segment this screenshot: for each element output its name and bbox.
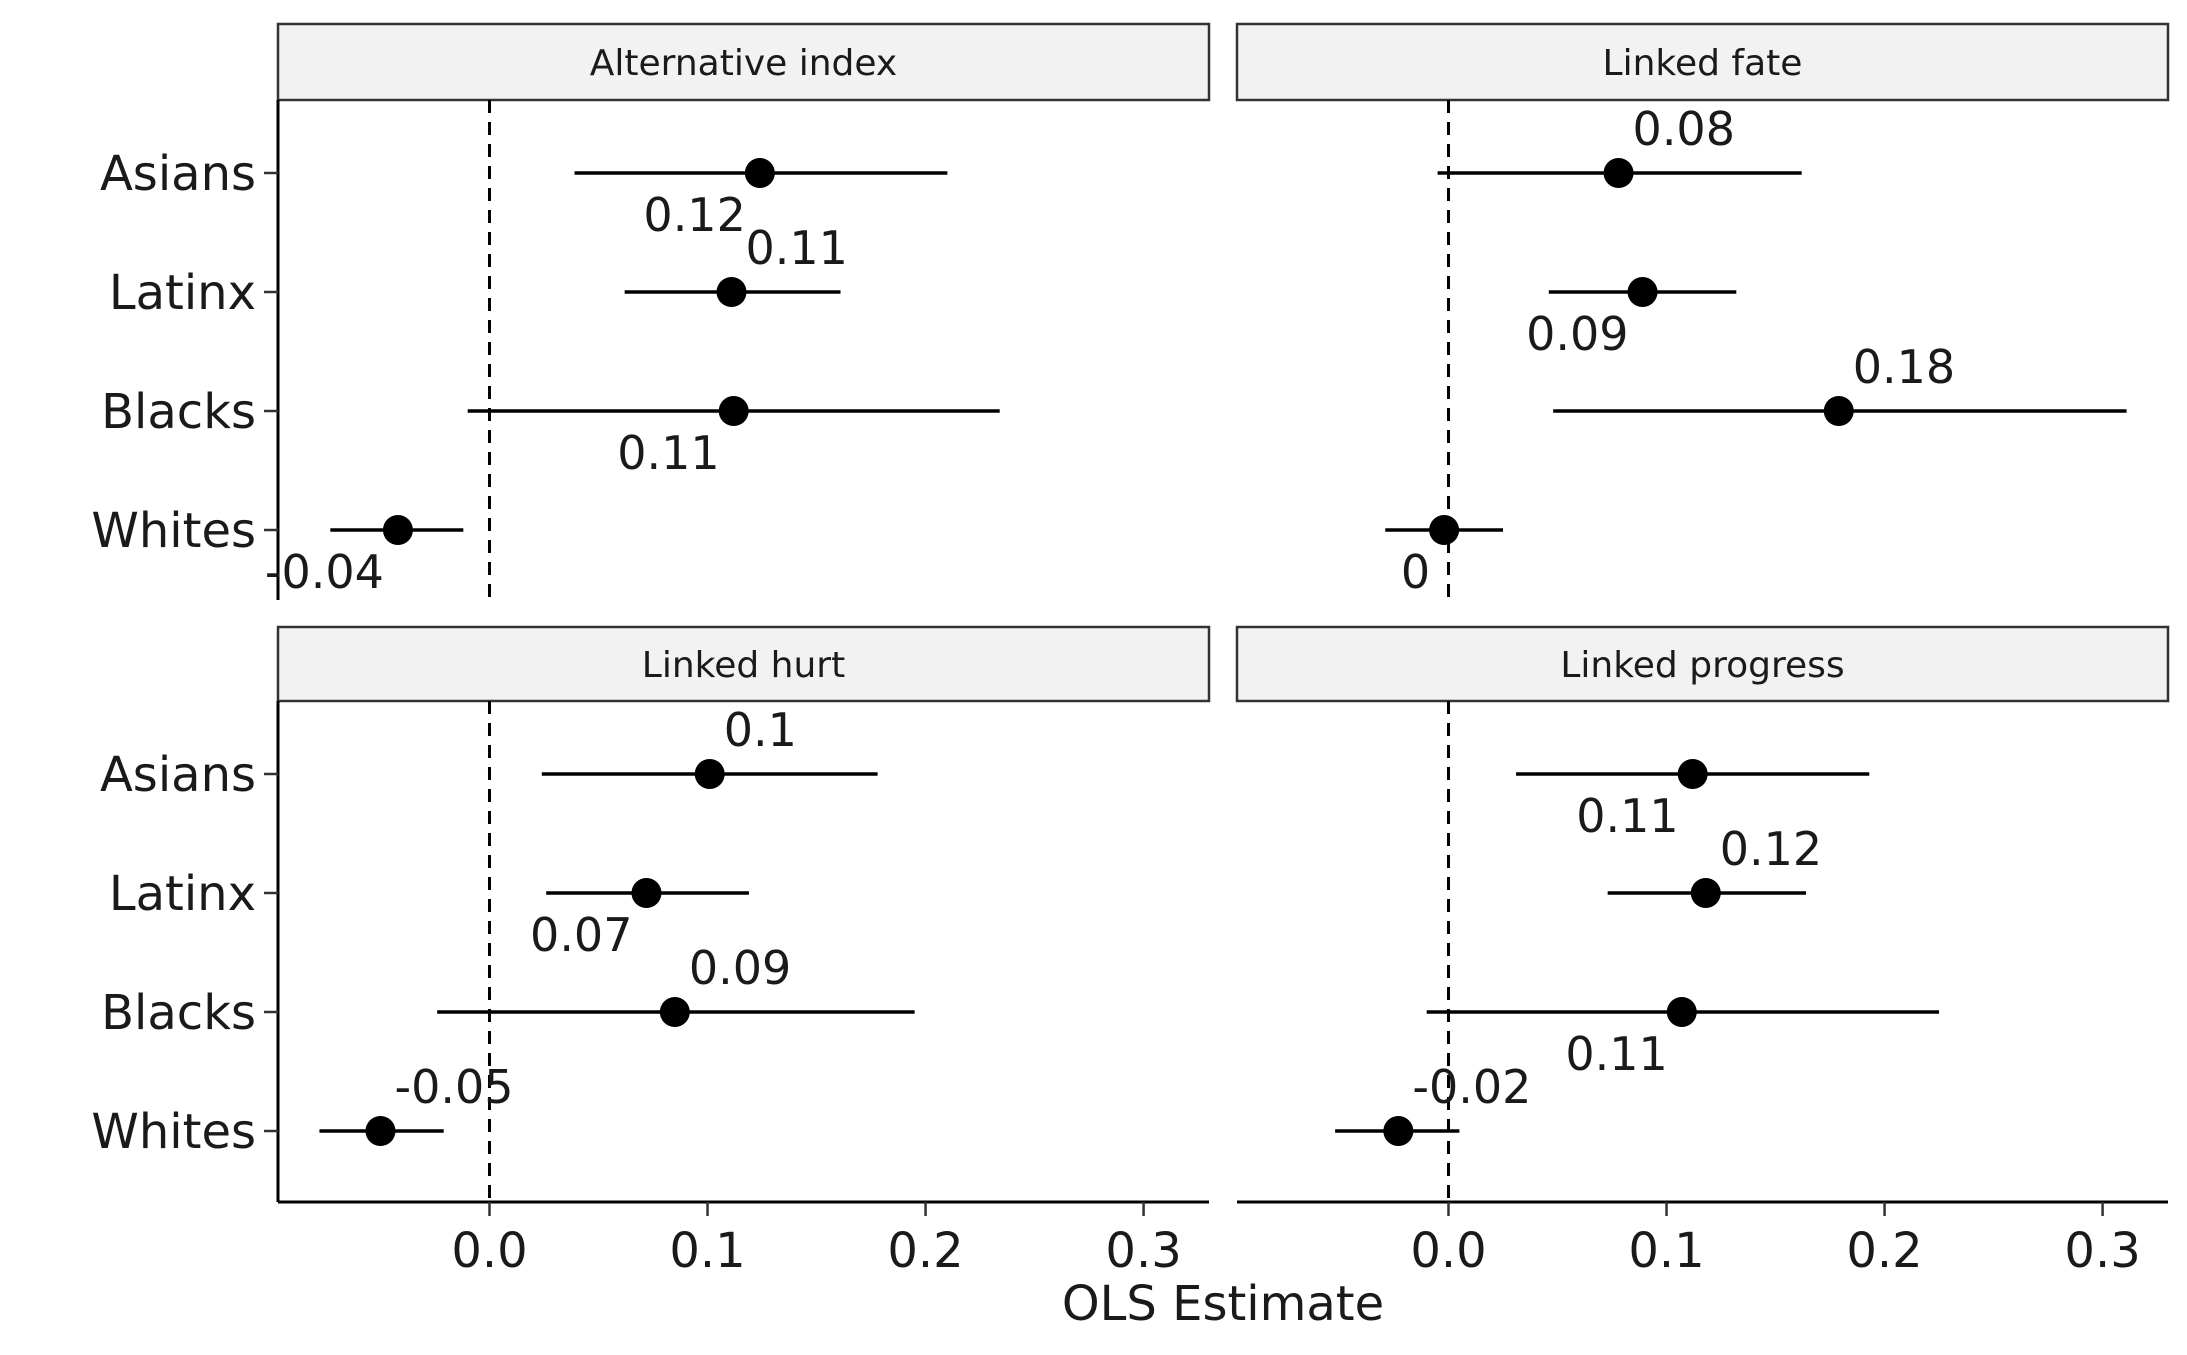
x-tick-label: 0.3 — [1105, 1223, 1181, 1279]
panel-linked-fate: Linked fate 0.08 0.09 0.18 0 — [1235, 22, 2170, 600]
estimate-point-linked-progress-blacks — [1666, 997, 1697, 1027]
x-tick-label: 0.0 — [451, 1223, 527, 1279]
data-label-linked-fate-whites: 0 — [1401, 545, 1430, 599]
facet-title-alternative-index: Alternative index — [590, 43, 897, 84]
x-tick-label: 0.0 — [1410, 1223, 1486, 1279]
data-label-alternative-index-latinx: 0.11 — [746, 221, 848, 275]
data-label-alternative-index-whites: -0.04 — [265, 545, 384, 599]
data-label-linked-hurt-asians: 0.1 — [724, 703, 797, 757]
x-tick-label: 0.1 — [1628, 1223, 1704, 1279]
estimate-point-linked-fate-latinx — [1627, 277, 1658, 307]
facet-title-linked-hurt: Linked hurt — [642, 645, 845, 686]
data-label-linked-hurt-latinx: 0.07 — [530, 908, 632, 962]
estimate-point-linked-hurt-whites — [365, 1116, 396, 1146]
estimate-point-alternative-index-latinx — [716, 277, 747, 307]
y-tick-label-blacks: Blacks — [101, 985, 256, 1041]
y-tick-label-blacks: Blacks — [101, 384, 256, 440]
y-tick-label-asians: Asians — [100, 146, 256, 202]
y-tick-label-latinx: Latinx — [109, 866, 256, 922]
estimate-point-linked-fate-asians — [1603, 158, 1634, 188]
data-label-alternative-index-blacks: 0.11 — [617, 426, 719, 480]
x-axis-title: OLS Estimate — [1062, 1276, 1384, 1332]
panel-linked-hurt: Linked hurt 0.0 0.1 0.2 0.3 Asians 0.1 Latinx 0.… — [91, 625, 1211, 1279]
estimate-point-linked-hurt-latinx — [631, 878, 662, 908]
estimate-point-linked-hurt-blacks — [659, 997, 690, 1027]
facet-title-linked-progress: Linked progress — [1560, 645, 1844, 686]
estimate-point-linked-fate-whites — [1429, 515, 1460, 545]
panel-alternative-index: Alternative index Asians 0.12 Latinx 0.11 Bla… — [91, 22, 1211, 600]
data-label-linked-progress-asians: 0.11 — [1576, 789, 1678, 843]
data-label-linked-fate-blacks: 0.18 — [1853, 340, 1955, 394]
y-tick-label-asians: Asians — [100, 747, 256, 803]
data-label-linked-hurt-blacks: 0.09 — [689, 941, 791, 995]
data-label-linked-progress-whites: -0.02 — [1412, 1060, 1531, 1114]
estimate-point-alternative-index-blacks — [718, 396, 749, 426]
y-tick-label-whites: Whites — [91, 1104, 256, 1160]
estimate-point-linked-progress-asians — [1677, 759, 1708, 789]
facet-strip-linked-progress — [1235, 625, 2170, 703]
y-tick-label-whites: Whites — [91, 503, 256, 559]
facet-title-linked-fate: Linked fate — [1603, 43, 1803, 84]
data-label-linked-fate-asians: 0.08 — [1633, 102, 1735, 156]
facet-strip-alternative-index — [276, 22, 1211, 102]
y-tick-label-latinx: Latinx — [109, 265, 256, 321]
data-label-linked-progress-blacks: 0.11 — [1565, 1027, 1667, 1081]
estimate-point-linked-progress-latinx — [1690, 878, 1721, 908]
estimate-point-alternative-index-whites — [382, 515, 413, 545]
facet-strip-linked-hurt — [276, 625, 1211, 703]
data-label-linked-hurt-whites: -0.05 — [394, 1060, 513, 1114]
estimate-point-alternative-index-asians — [744, 158, 775, 188]
estimate-point-linked-progress-whites — [1383, 1116, 1414, 1146]
x-tick-label: 0.3 — [2064, 1223, 2140, 1279]
x-tick-label: 0.2 — [887, 1223, 963, 1279]
x-tick-label: 0.1 — [669, 1223, 745, 1279]
facet-strip-linked-fate — [1235, 22, 2170, 102]
estimate-point-linked-fate-blacks — [1823, 396, 1854, 426]
data-label-linked-fate-latinx: 0.09 — [1526, 307, 1628, 361]
data-label-linked-progress-latinx: 0.12 — [1720, 822, 1822, 876]
x-tick-label: 0.2 — [1846, 1223, 1922, 1279]
estimate-point-linked-hurt-asians — [694, 759, 725, 789]
data-label-alternative-index-asians: 0.12 — [643, 188, 745, 242]
